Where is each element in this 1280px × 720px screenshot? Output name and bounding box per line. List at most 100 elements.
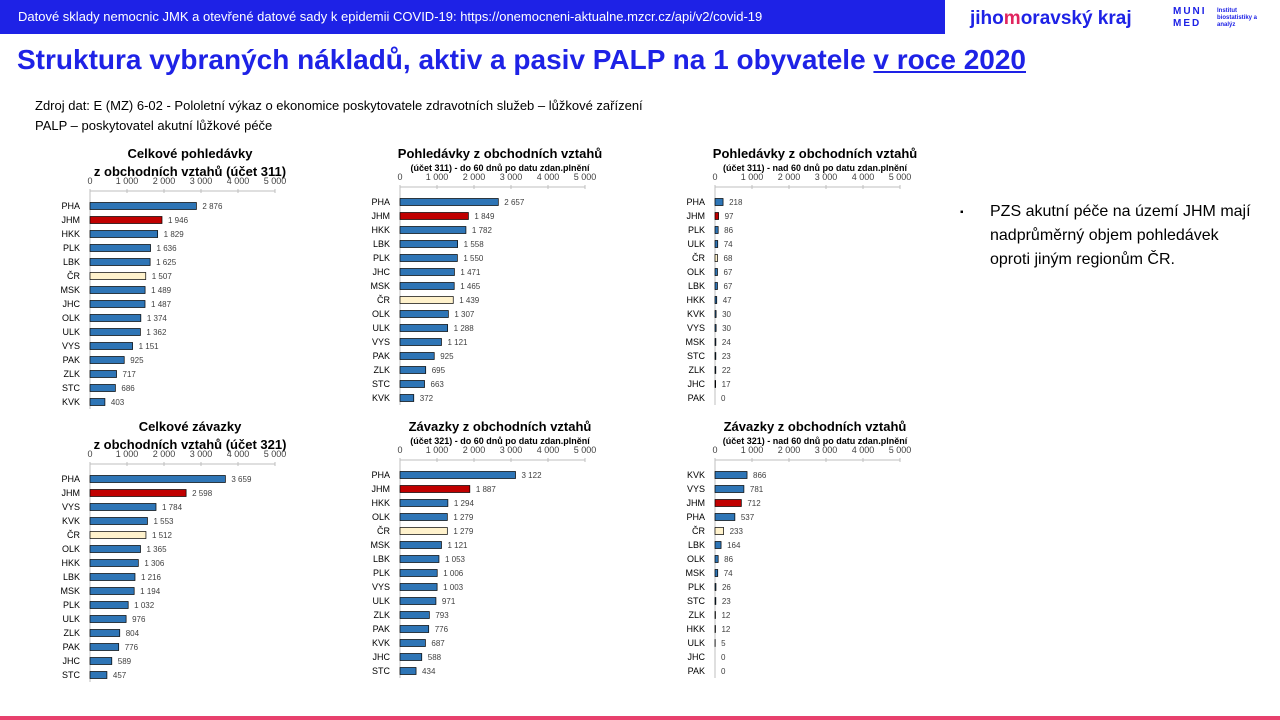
value-label: 434 xyxy=(422,667,436,676)
bar xyxy=(89,398,106,406)
value-label: 1 121 xyxy=(447,541,468,550)
chart-title: Celkové závazky z obchodních vztahů (účet… xyxy=(40,418,340,454)
x-tick-label: 2 000 xyxy=(153,176,176,186)
category-label: OLK xyxy=(62,544,80,554)
value-label: 1 279 xyxy=(453,513,474,522)
bar xyxy=(89,657,113,665)
x-tick-label: 3 000 xyxy=(815,172,838,182)
bar xyxy=(399,352,435,360)
bar xyxy=(714,380,716,388)
category-label: LBK xyxy=(63,257,80,267)
category-label: ULK xyxy=(372,596,390,606)
chart-plot: 0 1 000 2 000 3 000 4 000 5 000 PHA 3 659 JHM 2 5… xyxy=(60,449,286,682)
category-label: ULK xyxy=(687,638,705,648)
value-label: 457 xyxy=(113,671,127,680)
bar xyxy=(399,310,449,318)
x-tick-label: 3 000 xyxy=(500,172,523,182)
value-label: 1 362 xyxy=(146,328,167,337)
category-label: STC xyxy=(687,596,706,606)
bar xyxy=(714,555,719,563)
value-label: 233 xyxy=(730,527,744,536)
bar xyxy=(399,527,448,535)
category-label: KVK xyxy=(372,638,390,648)
x-tick-label: 2 000 xyxy=(463,445,486,455)
bar xyxy=(399,394,415,402)
value-label: 3 122 xyxy=(522,471,543,480)
muni-med-logo[interactable]: MUNI MED Institut biostatistiky a analýz xyxy=(1173,6,1257,30)
value-label: 1 946 xyxy=(168,216,189,225)
category-label: KVK xyxy=(62,516,80,526)
value-label: 1 636 xyxy=(157,244,178,253)
category-label: VYS xyxy=(62,502,80,512)
value-label: 588 xyxy=(428,653,442,662)
jihomoravsky-kraj-logo[interactable]: jihomoravský kraj xyxy=(970,8,1132,30)
value-label: 3 659 xyxy=(231,475,252,484)
chart-receivables-within-60-days: Pohledávky z obchodních vztahů (účet 311)… xyxy=(350,145,650,417)
category-label: LBK xyxy=(688,540,705,550)
x-tick-label: 5 000 xyxy=(574,172,597,182)
category-label: JHM xyxy=(62,488,81,498)
bar xyxy=(89,573,136,581)
category-label: PLK xyxy=(63,243,80,253)
bar xyxy=(399,569,438,577)
category-label: MSK xyxy=(60,285,80,295)
category-label: ZLK xyxy=(63,628,80,638)
bar xyxy=(714,282,718,290)
value-label: 5 xyxy=(721,639,726,648)
chart-total-receivables: Celkové pohledávky z obchodních vztahů (ú… xyxy=(40,145,340,417)
chart-liabilities-over-60-days: Závazky z obchodních vztahů (účet 321) - … xyxy=(665,418,965,690)
value-label: 1 849 xyxy=(474,212,495,221)
value-label: 1 471 xyxy=(460,268,481,277)
x-tick-label: 1 000 xyxy=(741,172,764,182)
bar xyxy=(89,230,159,238)
category-label: VYS xyxy=(687,484,705,494)
category-label: ČR xyxy=(692,526,705,536)
category-label: JHM xyxy=(62,215,81,225)
bar xyxy=(89,356,125,364)
value-label: 1 465 xyxy=(460,282,481,291)
bar xyxy=(714,471,748,479)
value-label: 67 xyxy=(723,268,732,277)
category-label: PAK xyxy=(63,642,80,652)
value-label: 1 003 xyxy=(443,583,464,592)
category-label: OLK xyxy=(687,267,705,277)
category-label: PHA xyxy=(61,474,80,484)
source-banner: Datové sklady nemocnic JMK a otevřené da… xyxy=(0,0,945,34)
bar xyxy=(399,639,426,647)
value-label: 976 xyxy=(132,615,146,624)
value-label: 0 xyxy=(721,667,726,676)
x-tick-label: 1 000 xyxy=(426,445,449,455)
category-label: ULK xyxy=(62,614,80,624)
category-label: PHA xyxy=(686,512,705,522)
bar xyxy=(89,314,142,322)
bar xyxy=(399,324,449,332)
x-tick-label: 3 000 xyxy=(190,176,213,186)
value-label: 537 xyxy=(741,513,755,522)
category-label: LBK xyxy=(373,239,390,249)
category-label: JHM xyxy=(687,211,706,221)
chart-title: Závazky z obchodních vztahů xyxy=(408,419,592,434)
bar xyxy=(714,499,742,507)
x-tick-label: 5 000 xyxy=(574,445,597,455)
category-label: JHC xyxy=(63,299,81,309)
bar xyxy=(89,643,120,651)
value-label: 1 151 xyxy=(139,342,160,351)
category-label: ULK xyxy=(372,323,390,333)
value-label: 30 xyxy=(722,310,731,319)
value-label: 1 053 xyxy=(445,555,466,564)
bar xyxy=(89,489,187,497)
logo-kraj-part-1: jiho xyxy=(970,8,1004,29)
bar xyxy=(89,370,117,378)
value-label: 1 216 xyxy=(141,573,162,582)
page-title-main: Struktura vybraných nákladů, aktiv a pas… xyxy=(17,44,874,75)
value-label: 68 xyxy=(724,254,733,263)
value-label: 686 xyxy=(121,384,135,393)
bar xyxy=(399,268,455,276)
chart-plot: 0 1 000 2 000 3 000 4 000 5 000 KVK 866 VYS 781 JH… xyxy=(685,445,911,678)
chart-title-line-1: Celkové závazky xyxy=(138,419,242,434)
value-label: 1 006 xyxy=(443,569,464,578)
bar xyxy=(89,244,151,252)
category-label: MSK xyxy=(60,586,80,596)
bar xyxy=(89,384,116,392)
value-label: 687 xyxy=(431,639,445,648)
